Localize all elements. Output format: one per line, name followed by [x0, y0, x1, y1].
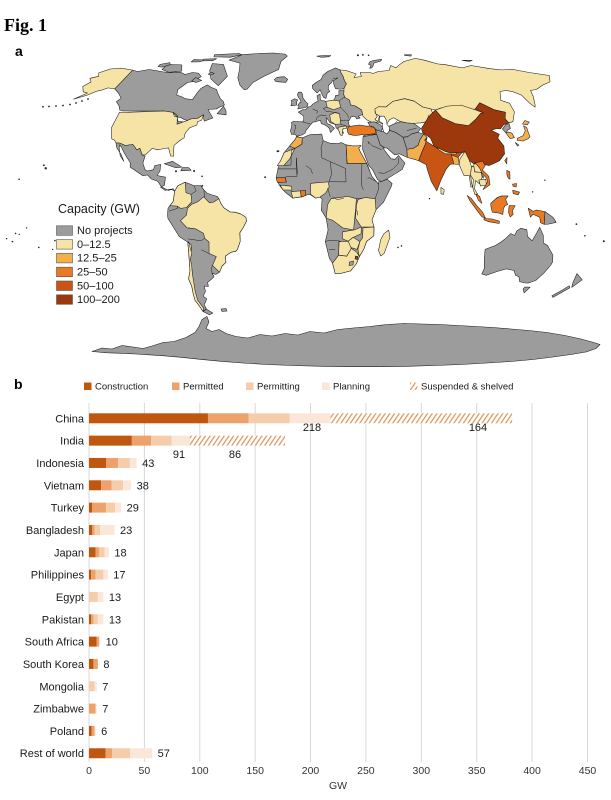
svg-text:Mongolia: Mongolia	[39, 681, 85, 693]
svg-text:38: 38	[137, 480, 149, 492]
svg-text:Japan: Japan	[54, 547, 84, 559]
svg-text:450: 450	[579, 765, 597, 777]
svg-text:Suspended & shelved: Suspended & shelved	[421, 382, 513, 393]
svg-text:8: 8	[103, 659, 109, 671]
svg-text:Permitted: Permitted	[183, 382, 224, 393]
svg-text:GW: GW	[329, 780, 347, 792]
svg-text:12.5–25: 12.5–25	[77, 253, 117, 265]
svg-text:Poland: Poland	[50, 726, 84, 738]
svg-text:Rest of world: Rest of world	[20, 748, 84, 760]
svg-text:Planning: Planning	[333, 382, 370, 393]
svg-text:0: 0	[86, 765, 92, 777]
svg-text:43: 43	[142, 458, 154, 470]
svg-text:China: China	[55, 413, 85, 425]
svg-text:350: 350	[468, 765, 486, 777]
svg-text:Bangladesh: Bangladesh	[26, 525, 84, 537]
svg-text:Philippines: Philippines	[31, 570, 85, 582]
svg-text:18: 18	[114, 547, 126, 559]
svg-text:Construction: Construction	[95, 382, 148, 393]
svg-text:South Africa: South Africa	[25, 637, 85, 649]
svg-text:7: 7	[102, 681, 108, 693]
svg-text:200: 200	[302, 765, 320, 777]
svg-text:Pakistan: Pakistan	[42, 614, 84, 626]
svg-text:10: 10	[106, 637, 118, 649]
svg-text:50–100: 50–100	[77, 280, 114, 292]
svg-text:Egypt: Egypt	[56, 592, 84, 604]
svg-text:Fig. 1: Fig. 1	[4, 15, 47, 35]
svg-text:23: 23	[120, 525, 132, 537]
svg-text:No projects: No projects	[77, 225, 133, 237]
svg-text:Vietnam: Vietnam	[44, 480, 84, 492]
svg-text:a: a	[15, 43, 23, 59]
svg-text:86: 86	[229, 449, 241, 461]
svg-text:29: 29	[127, 503, 139, 515]
svg-text:Capacity (GW): Capacity (GW)	[58, 202, 140, 216]
svg-text:100–200: 100–200	[77, 294, 120, 306]
svg-text:218: 218	[303, 422, 321, 434]
svg-text:Permitting: Permitting	[257, 382, 300, 393]
svg-text:300: 300	[413, 765, 431, 777]
svg-text:b: b	[14, 376, 23, 392]
svg-text:50: 50	[139, 765, 151, 777]
svg-text:91: 91	[173, 449, 185, 461]
svg-text:0–12.5: 0–12.5	[77, 239, 111, 251]
svg-text:13: 13	[109, 614, 121, 626]
svg-text:13: 13	[109, 592, 121, 604]
svg-text:Zimbabwe: Zimbabwe	[33, 704, 84, 716]
svg-text:400: 400	[523, 765, 541, 777]
svg-text:57: 57	[158, 748, 170, 760]
svg-text:6: 6	[101, 726, 107, 738]
svg-text:7: 7	[102, 704, 108, 716]
svg-text:100: 100	[191, 765, 209, 777]
svg-text:India: India	[60, 436, 85, 448]
svg-text:South Korea: South Korea	[23, 659, 85, 671]
svg-text:25–50: 25–50	[77, 267, 108, 279]
svg-text:164: 164	[469, 422, 487, 434]
svg-text:150: 150	[246, 765, 264, 777]
svg-text:17: 17	[113, 570, 125, 582]
svg-text:Indonesia: Indonesia	[36, 458, 85, 470]
svg-text:250: 250	[357, 765, 375, 777]
svg-text:Turkey: Turkey	[51, 503, 85, 515]
